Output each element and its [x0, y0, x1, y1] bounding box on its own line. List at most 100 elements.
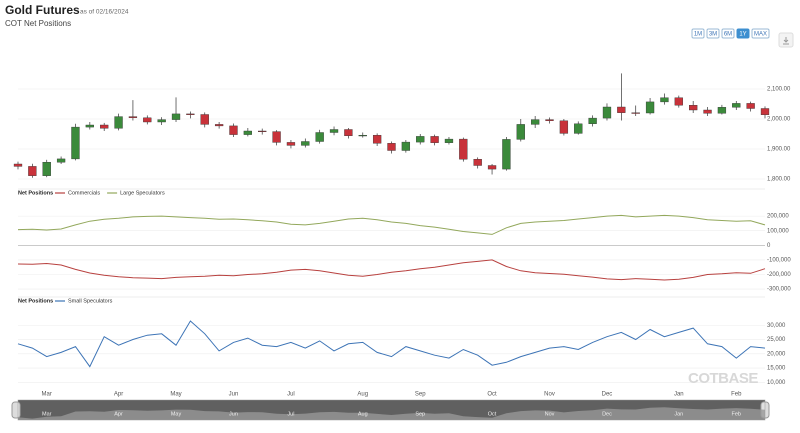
candle-body: [243, 130, 252, 135]
range-button[interactable]: [751, 28, 770, 39]
candle-body: [200, 114, 209, 125]
navigator-label: Dec: [602, 411, 612, 417]
range-button-label: 3M: [709, 31, 717, 37]
y-tick-label: 25,000: [767, 337, 786, 343]
candle-body: [42, 161, 51, 176]
range-button-label: 1M: [694, 31, 702, 37]
candle-body: [545, 119, 554, 121]
candle-body: [214, 124, 224, 127]
navigator-window[interactable]: [17, 399, 766, 421]
candle-body: [444, 138, 454, 143]
candle-body: [516, 124, 525, 140]
candle-body: [372, 134, 382, 144]
x-tick-label: Mar: [42, 392, 52, 398]
x-tick-label: Apr: [114, 392, 123, 398]
navigator-label: Aug: [358, 411, 368, 417]
legend-label[interactable]: Small Speculators: [68, 298, 113, 304]
x-tick-label: Aug: [357, 392, 368, 398]
candle-body: [689, 104, 698, 111]
candle-body: [258, 130, 267, 133]
panel-title: Net Positions: [18, 298, 53, 304]
candle-body: [186, 113, 195, 115]
download-icon: [783, 37, 789, 45]
candle-body: [315, 132, 324, 142]
y-tick-label: 2,000.00: [767, 117, 791, 123]
y-tick-label: 200,000: [767, 214, 789, 220]
y-tick-label: -100,000: [767, 257, 791, 263]
candle-body: [100, 124, 109, 129]
range-button-label: MAX: [754, 31, 767, 37]
candle-body: [660, 97, 669, 103]
candle-body: [358, 134, 367, 137]
candle-body: [344, 129, 353, 137]
y-tick-label: 10,000: [767, 380, 786, 386]
as-of: as of 02/16/2024: [80, 9, 129, 16]
navigator-label: May: [171, 411, 182, 417]
legend-label[interactable]: Large Speculators: [120, 190, 165, 196]
x-tick-label: Jan: [674, 392, 684, 398]
candle-body: [631, 112, 640, 114]
candle-body: [71, 126, 80, 160]
y-tick-label: 15,000: [767, 366, 786, 372]
navigator-area: [18, 407, 765, 420]
candle-body: [28, 166, 37, 176]
candle-body: [732, 103, 741, 108]
watermark: COTBASE: [688, 370, 758, 387]
series-line: [17, 259, 766, 281]
y-tick-label: 1,800.00: [767, 177, 791, 183]
navigator-label: Oct: [488, 411, 497, 417]
candle-body: [85, 124, 94, 128]
y-tick-label: 30,000: [767, 323, 786, 329]
candle-body: [128, 116, 138, 118]
navigator-label: Jun: [229, 411, 238, 417]
candle-body: [13, 163, 23, 167]
navigator-label: Feb: [732, 411, 741, 417]
candle-body: [703, 109, 712, 114]
candle-body: [171, 113, 181, 120]
y-tick-label: 2,100.00: [767, 87, 791, 93]
candle-body: [487, 165, 497, 170]
candle-body: [430, 136, 439, 143]
x-tick-label: Dec: [602, 392, 613, 398]
series-line: [17, 320, 766, 368]
subtitle: COT Net Positions: [5, 19, 71, 28]
range-button[interactable]: [691, 28, 705, 39]
navigator-label: Jan: [674, 411, 683, 417]
navigator-label: Apr: [114, 411, 123, 417]
y-tick-label: 0: [767, 243, 771, 249]
candle-body: [760, 108, 770, 116]
candle-body: [286, 142, 296, 146]
navigator-label: Mar: [42, 411, 52, 417]
panel-title: Net Positions: [18, 190, 53, 196]
candle-body: [559, 120, 569, 134]
legend-label[interactable]: Commercials: [68, 190, 100, 196]
candle-body: [459, 138, 468, 160]
candle-body: [157, 119, 166, 123]
y-tick-label: 1,900.00: [767, 147, 791, 153]
range-button[interactable]: [706, 28, 720, 39]
range-button[interactable]: [721, 28, 735, 39]
candle-body: [329, 129, 339, 133]
candle-body: [746, 103, 755, 109]
x-tick-label: May: [170, 392, 181, 398]
series-line: [17, 214, 766, 235]
range-button[interactable]: [736, 28, 750, 39]
candle-body: [602, 106, 612, 119]
candle-body: [645, 101, 655, 114]
candle-body: [114, 116, 123, 129]
candle-body: [56, 158, 66, 163]
candle-body: [272, 131, 281, 143]
x-tick-label: Jul: [287, 392, 295, 398]
range-button-label: 6M: [724, 31, 732, 37]
navigator-label: Sep: [415, 411, 425, 417]
navigator-label: Nov: [545, 411, 555, 417]
candle-body: [531, 119, 540, 125]
candle-body: [229, 125, 238, 135]
candle-body: [473, 158, 482, 166]
title: Gold Futures: [5, 3, 80, 17]
candle-body: [617, 106, 626, 113]
candle-body: [674, 97, 683, 106]
y-tick-label: 100,000: [767, 228, 789, 234]
candle-body: [416, 136, 425, 143]
